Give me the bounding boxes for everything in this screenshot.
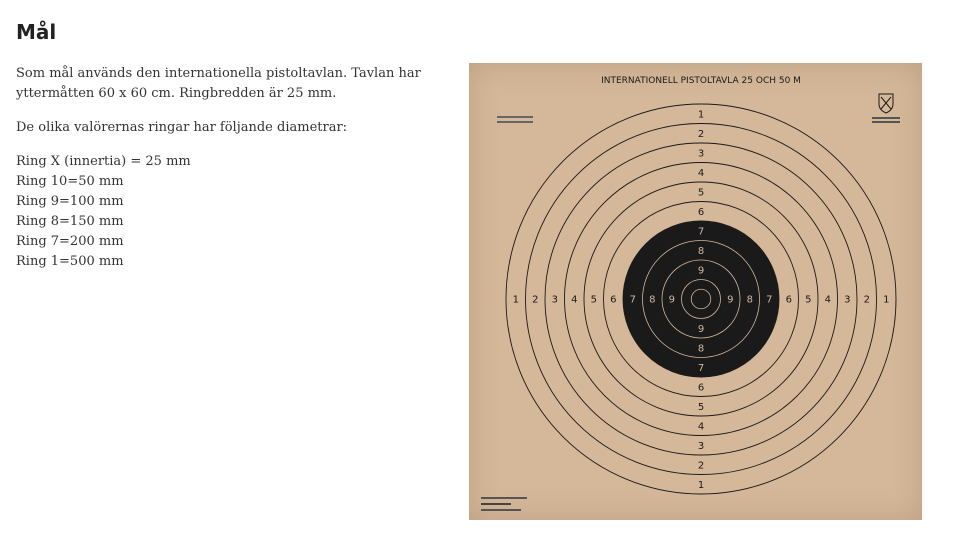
ring-label-6: 6 [698, 382, 704, 393]
target-rings [505, 103, 897, 495]
ring-label-7: 7 [698, 363, 704, 374]
ring-label-5: 5 [698, 187, 704, 198]
ring-label-4: 4 [571, 295, 577, 306]
ring-label-4: 4 [698, 168, 704, 179]
ring-item: Ring 7=200 mm [16, 234, 124, 249]
text-column: Som mål används den internationella pist… [16, 64, 446, 272]
ring-label-2: 2 [698, 460, 704, 471]
ring-label-1: 1 [883, 295, 889, 306]
target-graphic: INTERNATIONELL PISTOLTAVLA 25 OCH 50 M 1… [481, 76, 900, 511]
ring-label-3: 3 [698, 441, 704, 452]
ring-labels: 1 1 1 1 2 2 2 2 3 3 3 3 4 4 4 4 5 5 5 5 6 6 6 6 7 7 7 7 8 8 8 8 9 9 9 9 [513, 109, 890, 491]
ring-list: Ring X (innertia) = 25 mm Ring 10=50 mm … [16, 152, 446, 272]
ring-label-3: 3 [552, 295, 558, 306]
small-print-top-left [497, 116, 533, 123]
ring-label-3: 3 [698, 148, 704, 159]
ring-label-7: 7 [630, 295, 636, 306]
ring-label-2: 2 [698, 129, 704, 140]
ring-label-1: 1 [698, 480, 704, 491]
pistol-target-image: INTERNATIONELL PISTOLTAVLA 25 OCH 50 M 1… [469, 63, 922, 520]
ring-label-6: 6 [610, 295, 616, 306]
intro-paragraph: Som mål används den internationella pist… [16, 66, 421, 101]
ring-x-circle [690, 288, 712, 310]
ring-1-circle [505, 103, 897, 495]
printer-info [481, 497, 527, 511]
ring-label-2: 2 [864, 295, 870, 306]
ring-8-circle [642, 240, 760, 358]
ring-label-8: 8 [698, 246, 704, 257]
ring-label-8: 8 [747, 295, 753, 306]
ring-label-4: 4 [825, 295, 831, 306]
black-aiming-area [623, 221, 779, 377]
ring-label-9: 9 [698, 324, 704, 335]
ring-label-1: 1 [698, 109, 704, 120]
ring-label-5: 5 [698, 402, 704, 413]
ring-label-1: 1 [513, 295, 519, 306]
ring-label-9: 9 [669, 295, 675, 306]
ring-label-5: 5 [805, 295, 811, 306]
ring-item: Ring X (innertia) = 25 mm [16, 154, 191, 169]
ring-5-circle [583, 181, 819, 417]
ring-label-7: 7 [766, 295, 772, 306]
ring-label-9: 9 [698, 265, 704, 276]
ring-10-circle [681, 279, 721, 319]
ring-4-circle [564, 162, 838, 436]
ring-label-8: 8 [649, 295, 655, 306]
ring-label-6: 6 [786, 295, 792, 306]
ring-2-circle [525, 123, 877, 475]
ring-item: Ring 8=150 mm [16, 214, 124, 229]
ring-label-4: 4 [698, 421, 704, 432]
ring-item: Ring 10=50 mm [16, 174, 124, 189]
ring-item: Ring 1=500 mm [16, 254, 124, 269]
ring-label-8: 8 [698, 343, 704, 354]
ring-item: Ring 9=100 mm [16, 194, 124, 209]
ring-label-2: 2 [532, 295, 538, 306]
ring-3-circle [544, 142, 858, 456]
ring-label-9: 9 [727, 295, 733, 306]
diameters-paragraph: De olika valörernas ringar har följande … [16, 120, 348, 135]
ring-7-circle [622, 220, 780, 378]
ring-label-3: 3 [844, 295, 850, 306]
crest-logo [872, 93, 900, 123]
ring-6-circle [603, 201, 799, 397]
page-title: Mål [16, 20, 57, 44]
ring-9-circle [661, 259, 741, 339]
ring-label-5: 5 [591, 295, 597, 306]
target-title: INTERNATIONELL PISTOLTAVLA 25 OCH 50 M [601, 76, 801, 86]
ring-label-6: 6 [698, 207, 704, 218]
ring-label-7: 7 [698, 226, 704, 237]
